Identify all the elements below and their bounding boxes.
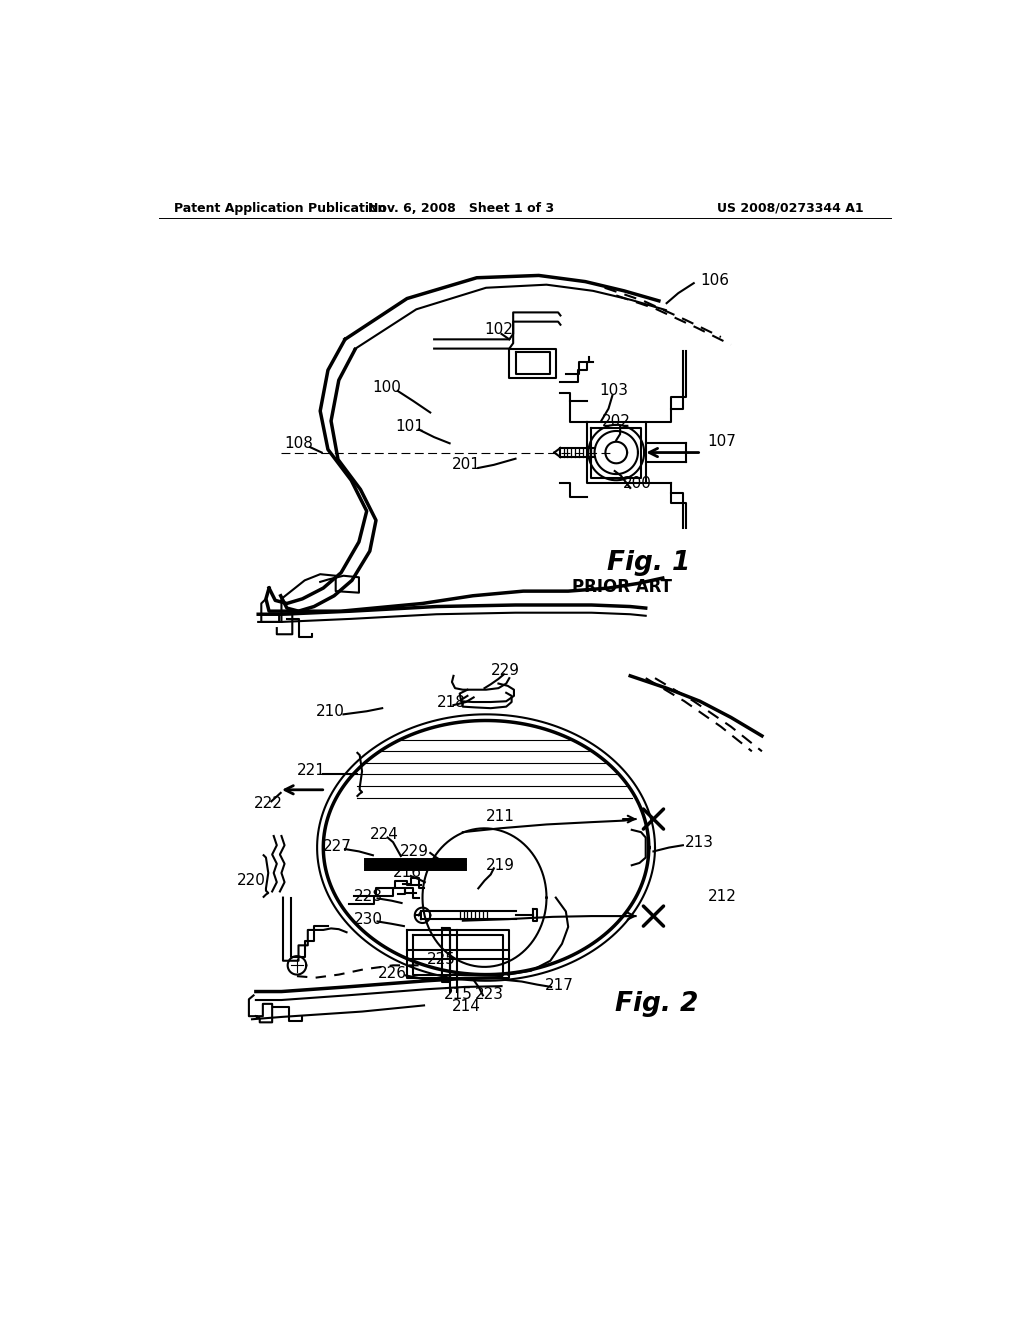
Text: Nov. 6, 2008   Sheet 1 of 3: Nov. 6, 2008 Sheet 1 of 3	[369, 202, 554, 215]
Text: 108: 108	[285, 436, 313, 451]
Text: 103: 103	[599, 383, 628, 399]
Text: 201: 201	[452, 457, 481, 473]
Text: 222: 222	[254, 796, 283, 812]
Text: 202: 202	[602, 414, 631, 429]
Text: 211: 211	[486, 809, 515, 824]
Text: 229: 229	[490, 663, 520, 678]
Text: 227: 227	[324, 838, 352, 854]
Text: 100: 100	[372, 380, 401, 396]
Text: Patent Application Publication: Patent Application Publication	[174, 202, 387, 215]
Text: 225: 225	[426, 952, 456, 966]
Text: 102: 102	[484, 322, 513, 337]
Text: 220: 220	[237, 873, 265, 888]
Text: PRIOR ART: PRIOR ART	[572, 578, 672, 597]
Text: 228: 228	[354, 888, 383, 904]
Text: 217: 217	[545, 978, 573, 993]
Text: 107: 107	[708, 434, 736, 449]
Text: 215: 215	[444, 987, 473, 1002]
Text: 224: 224	[370, 826, 398, 842]
Text: US 2008/0273344 A1: US 2008/0273344 A1	[717, 202, 863, 215]
Text: 212: 212	[708, 888, 736, 904]
Text: 218: 218	[436, 694, 465, 710]
Text: 229: 229	[399, 843, 429, 859]
Text: Fig. 1: Fig. 1	[607, 549, 690, 576]
Text: 221: 221	[297, 763, 326, 777]
Text: 106: 106	[700, 272, 729, 288]
Text: 216: 216	[393, 866, 422, 880]
Text: 226: 226	[378, 965, 407, 981]
Text: 210: 210	[315, 704, 344, 719]
Text: 101: 101	[395, 418, 424, 434]
Text: 230: 230	[354, 912, 383, 927]
Text: 223: 223	[475, 987, 504, 1002]
Text: 214: 214	[452, 999, 481, 1015]
Text: 200: 200	[623, 475, 651, 491]
Text: Fig. 2: Fig. 2	[614, 991, 698, 1016]
Text: 213: 213	[684, 834, 714, 850]
Text: 219: 219	[486, 858, 515, 873]
